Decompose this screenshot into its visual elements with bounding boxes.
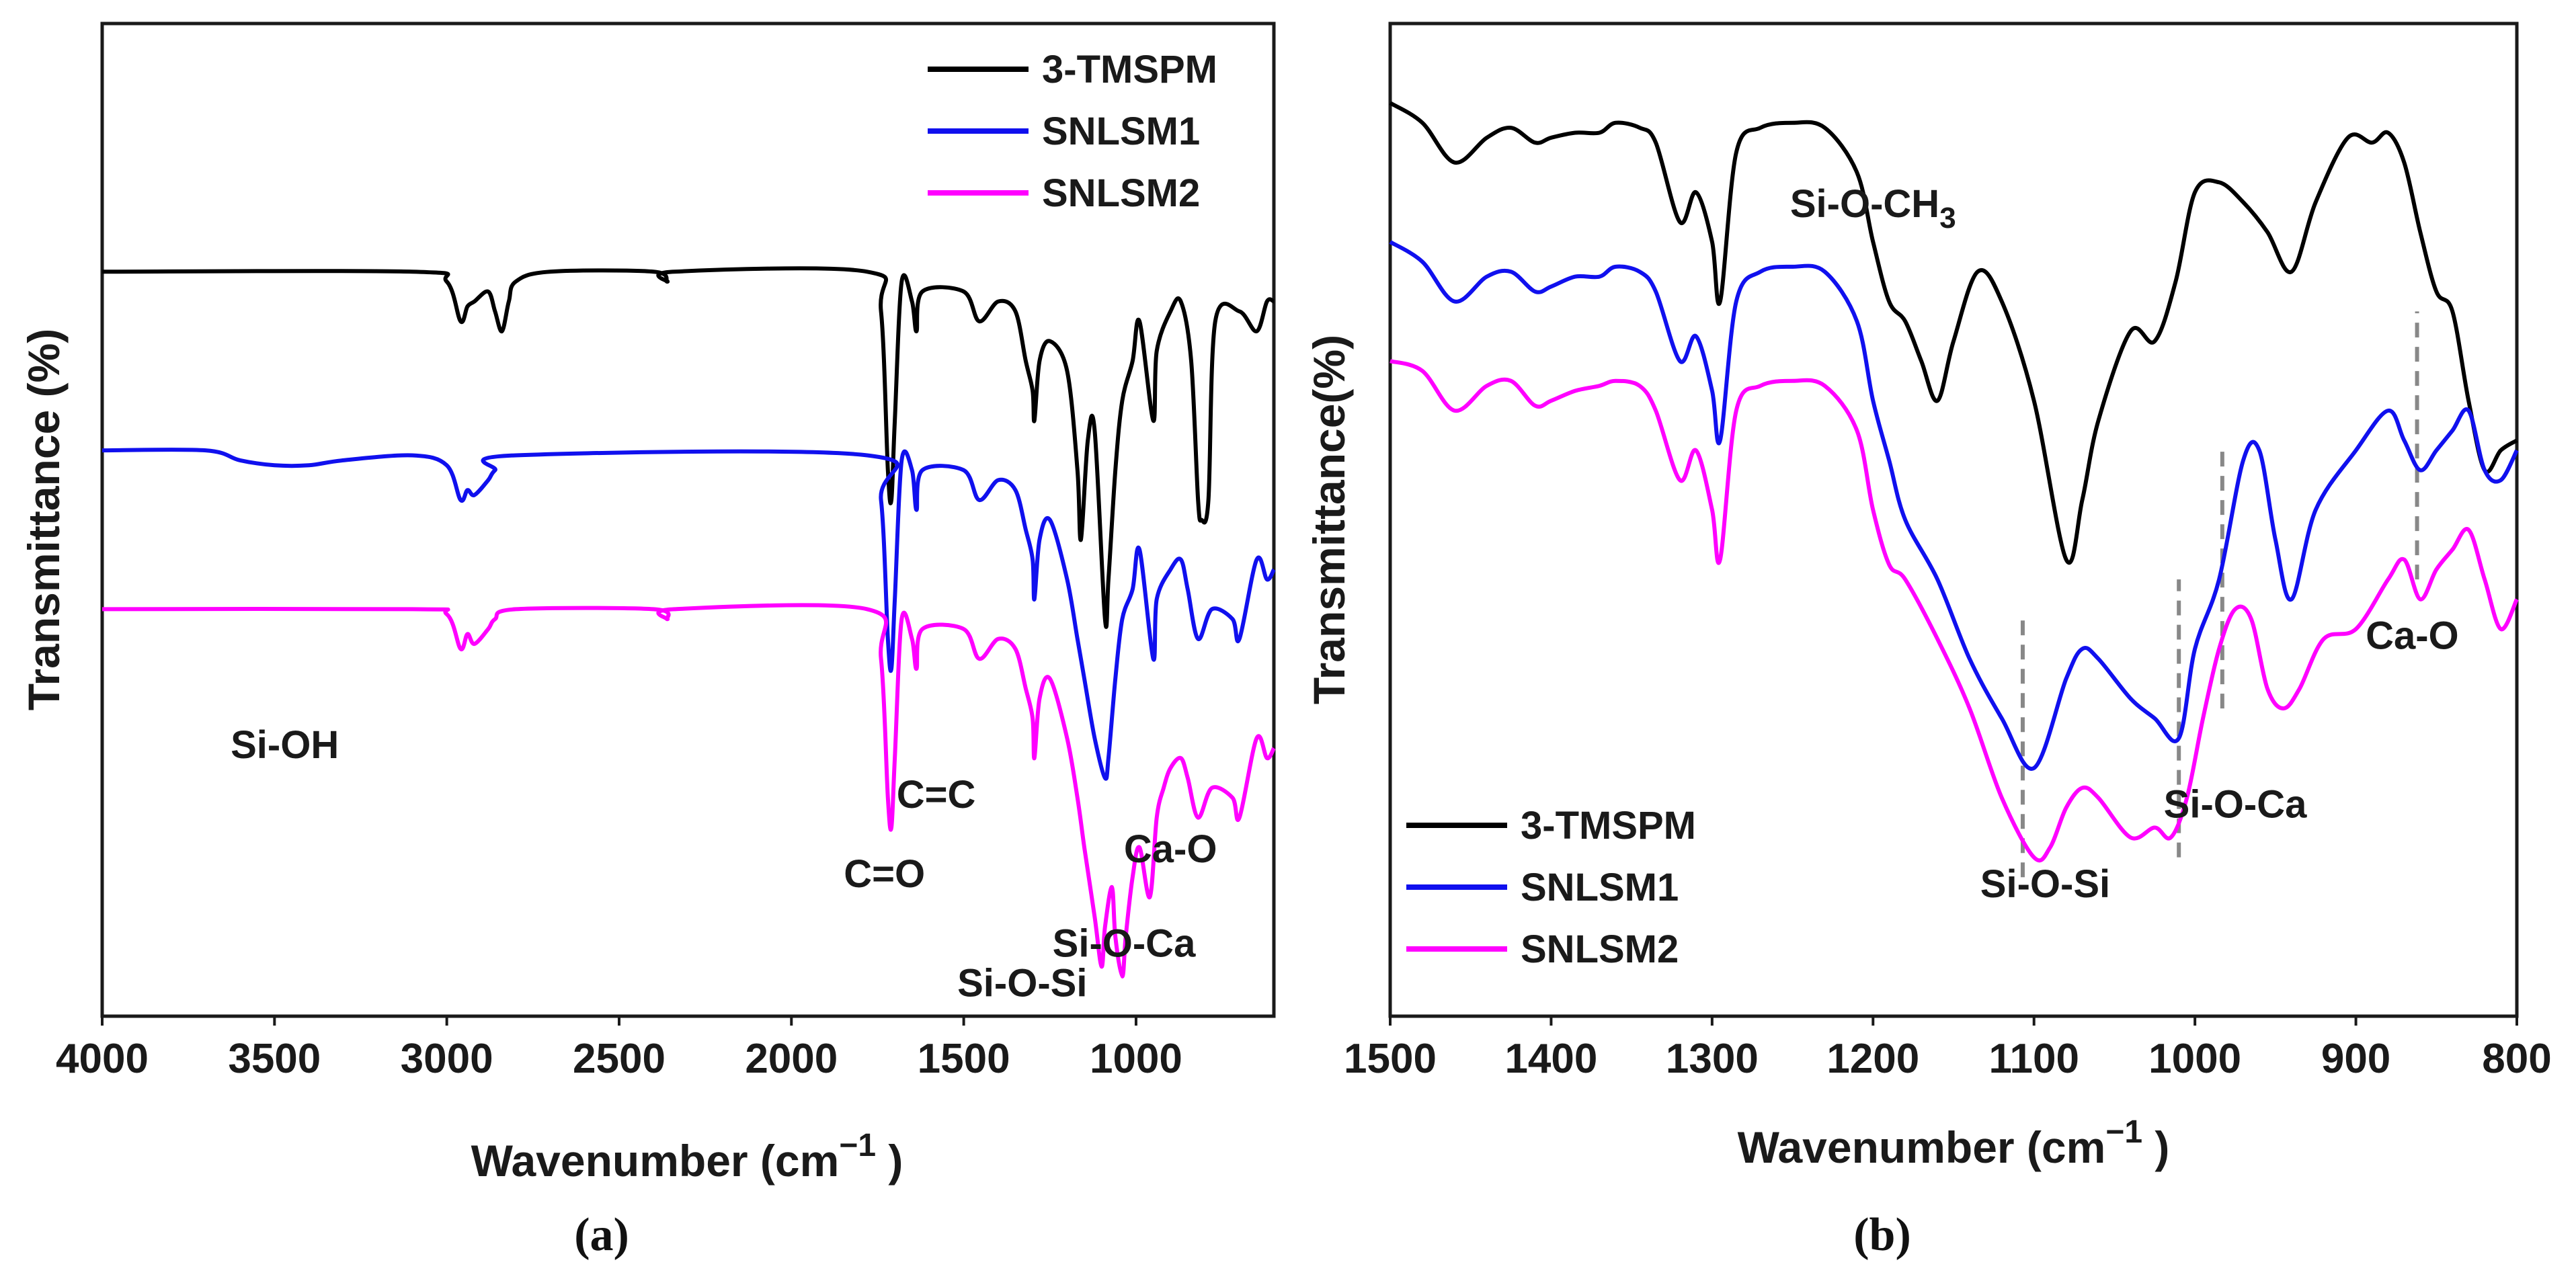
x-tick-label-a-4000: 4000: [56, 1036, 149, 1082]
legend-a: 3-TMSPM SNLSM1 SNLSM2: [928, 48, 1217, 215]
series-line-a-3-tmspm: [102, 266, 1275, 629]
legend-b: 3-TMSPM SNLSM1 SNLSM2: [1406, 804, 1696, 971]
series-line-b-snlsm2: [1390, 359, 2519, 863]
annotation-b-si-o-si: Si-O-Si: [1980, 862, 2110, 906]
annotation-a-c-o: C=O: [844, 852, 925, 896]
x-tick-label-b-1500: 1500: [1344, 1036, 1437, 1082]
x-tick-label-b-1200: 1200: [1826, 1036, 1919, 1082]
annotation-b-si-o-ch3: Si-O-CH3: [1790, 182, 1956, 235]
plot-frame-b: [1388, 22, 2519, 1018]
x-tick-label-b-900: 900: [2321, 1036, 2390, 1082]
x-ticks-a: 4000 3500 3000 2500 2000 1500 1000: [56, 1016, 1182, 1082]
x-tick-label-a-2000: 2000: [745, 1036, 838, 1082]
x-ticks-b: 1500 1400 1300 1200 1100 1000 900 800: [1344, 1016, 2552, 1082]
legend-label-a-3-tmspm: 3-TMSPM: [1042, 48, 1217, 91]
annotation-a-si-oh: Si-OH: [231, 723, 339, 767]
x-tick-label-a-1500: 1500: [918, 1036, 1010, 1082]
annotation-a-si-o-ca: Si-O-Ca: [1053, 921, 1196, 965]
x-tick-label-b-1000: 1000: [2148, 1036, 2241, 1082]
annotations-b: Si-O-CH3 Si-O-Si Si-O-Ca Ca-O: [1790, 182, 2459, 906]
series-group-b: [1389, 101, 2519, 863]
annotation-a-c-c: C=C: [897, 773, 976, 817]
legend-label-a-snlsm1: SNLSM1: [1042, 110, 1200, 153]
series-line-b-snlsm1: [1389, 240, 2519, 771]
y-axis-title-a: Transmittance (%): [19, 329, 69, 710]
legend-label-b-3-tmspm: 3-TMSPM: [1521, 804, 1696, 847]
panel-b: 1500 1400 1300 1200 1100 1000 900 800 Si-O-CH3S…: [1304, 22, 2552, 1261]
series-line-a-snlsm1: [102, 447, 1276, 781]
x-tick-label-b-1100: 1100: [1988, 1036, 2079, 1082]
x-tick-label-b-800: 800: [2482, 1036, 2551, 1082]
x-tick-label-a-2500: 2500: [573, 1036, 666, 1082]
series-line-b-3-tmspm: [1389, 101, 2518, 565]
annotation-a-ca-o: Ca-O: [1124, 827, 1217, 871]
x-axis-title-a: Wavenumber (cm−1 ): [471, 1128, 903, 1186]
panel-a: 4000 3500 3000 2500 2000 1500 1000 Si-OH C=C C=O…: [19, 22, 1276, 1261]
legend-label-b-snlsm1: SNLSM1: [1521, 866, 1679, 909]
panel-label-a: (a): [574, 1209, 629, 1261]
x-tick-label-b-1400: 1400: [1504, 1036, 1597, 1082]
annotation-b-si-o-ca: Si-O-Ca: [2164, 783, 2307, 827]
x-tick-label-a-1000: 1000: [1090, 1036, 1182, 1082]
legend-label-b-snlsm2: SNLSM2: [1521, 927, 1679, 971]
plot-frame-a: [100, 22, 1276, 1018]
x-tick-label-a-3000: 3000: [401, 1036, 493, 1082]
annotation-b-ca-o: Ca-O: [2366, 614, 2459, 658]
y-axis-title-b: Transmittance(%): [1304, 335, 1354, 704]
panel-label-b: (b): [1853, 1209, 1911, 1261]
x-axis-title-b: Wavenumber (cm−1 ): [1738, 1114, 2170, 1172]
series-group-a: [102, 266, 1276, 979]
x-tick-label-a-3500: 3500: [228, 1036, 321, 1082]
x-tick-label-b-1300: 1300: [1666, 1036, 1759, 1082]
series-line-a-snlsm2: [102, 603, 1276, 979]
guide-lines-b: [2020, 311, 2419, 878]
legend-label-a-snlsm2: SNLSM2: [1042, 171, 1200, 215]
annotation-a-si-o-si: Si-O-Si: [957, 961, 1087, 1005]
